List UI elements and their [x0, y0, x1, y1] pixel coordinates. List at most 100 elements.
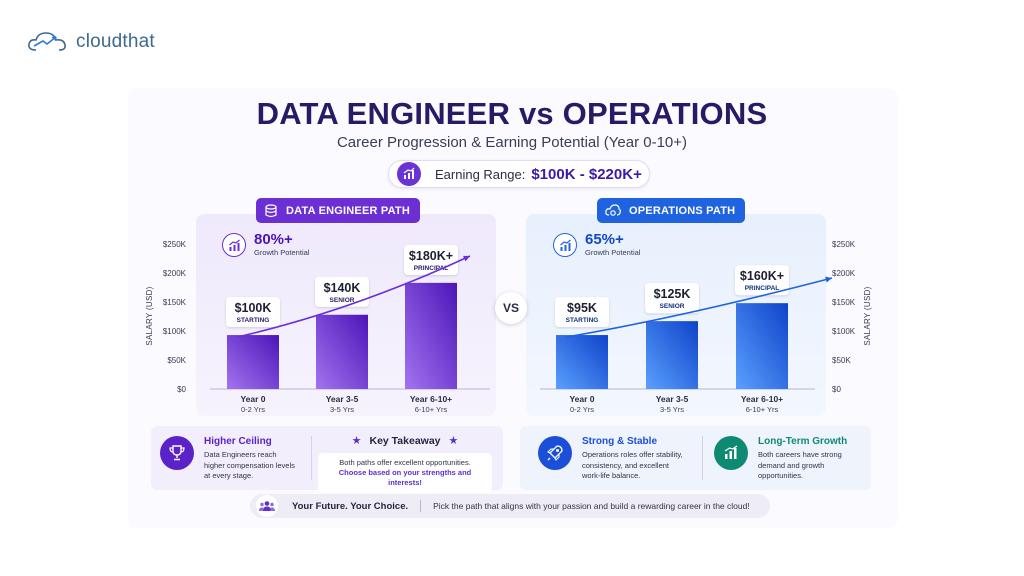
data-engineer-growth: 80%+ Growth Potential [222, 232, 309, 258]
category-sublabel: 0-2 Yrs [570, 405, 594, 414]
category-label: Year 3-5 [326, 394, 359, 404]
long-term-growth-body: Both careers have strong demand and grow… [758, 450, 847, 482]
key-takeaway-line1: Both paths offer excellent opportunities… [339, 458, 471, 467]
strong-stable-line: Operations roles offer stability, [582, 450, 683, 459]
category-sublabel: 0-2 Yrs [241, 405, 265, 414]
bar [227, 335, 279, 389]
info-panel-right [520, 426, 871, 490]
long-term-growth-line: Both careers have strong [758, 450, 842, 459]
star-icon: ★ [351, 435, 362, 447]
y-tick-label: $0 [177, 385, 186, 394]
category-sublabel: 6-10+ Yrs [415, 405, 448, 414]
y-tick-label: $50K [832, 356, 851, 365]
data-sublabel: PRINCIPAL [745, 285, 780, 292]
cloud-gear-icon [605, 203, 621, 216]
footer-message: Pick the path that aligns with your pass… [433, 501, 750, 511]
data-label: $100K [235, 301, 272, 315]
bar [556, 335, 608, 389]
operations-growth-caption: Growth Potential [585, 248, 641, 257]
higher-ceiling-line: Data Engineers reach [204, 450, 277, 459]
category-sublabel: 3-5 Yrs [330, 405, 354, 414]
operations-chart: $0 $50K $100K $150K $200K $250K SALARY (USD) $9… [540, 240, 872, 414]
data-sublabel: PRINCIPAL [414, 265, 449, 272]
page-title: DATA ENGINEER vs OPERATIONS [256, 96, 768, 131]
chart-up-icon [553, 233, 577, 257]
data-engineer-growth-caption: Growth Potential [254, 248, 310, 257]
data-label: $180K+ [409, 249, 453, 263]
category-label: Year 0 [240, 394, 265, 404]
data-label-box [226, 297, 280, 328]
long-term-growth-line: demand and growth [758, 460, 825, 470]
data-engineer-chart: $0 $50K $100K $150K $200K $250K SALARY (USD) $1… [145, 240, 490, 414]
long-term-growth-feature: Long-Term Growth Both careers have stron… [714, 436, 847, 482]
data-label: $140K [324, 281, 361, 295]
strong-stable-line: consistency, and excellent [582, 460, 669, 470]
y-tick-label: $200K [163, 269, 187, 278]
category-label: Year 6-10+ [741, 394, 783, 404]
page-subtitle: Career Progression & Earning Potential (… [336, 134, 688, 151]
chart-up-icon [714, 436, 748, 470]
data-label-box [555, 297, 609, 328]
data-sublabel: STARTING [237, 317, 270, 324]
brand-logo[interactable]: cloudthat [26, 30, 155, 54]
trend-arrow-head [463, 255, 470, 262]
info-divider [311, 436, 312, 480]
bar [646, 321, 698, 389]
y-tick-label: $200K [832, 269, 856, 278]
trophy-icon [160, 436, 194, 470]
data-engineer-path-badge: DATA ENGINEER PATH [256, 198, 420, 223]
trend-arrow [236, 255, 471, 338]
category-label: Year 0 [569, 394, 594, 404]
y-tick-label: $250K [163, 240, 187, 249]
info-divider [702, 436, 703, 480]
y-tick-label: $100K [163, 327, 187, 336]
strong-stable-line: work-life balance. [582, 471, 641, 480]
operations-growth: 65%+ Growth Potential [553, 232, 640, 258]
trend-arrow [565, 277, 833, 338]
key-takeaway-box: Both paths offer excellent opportunities… [318, 453, 492, 493]
higher-ceiling-feature: Higher Ceiling Data Engineers reach high… [160, 436, 295, 482]
people-icon [256, 495, 278, 517]
y-tick-label: $250K [832, 240, 856, 249]
bar [736, 303, 788, 389]
star-icon: ★ [448, 435, 459, 447]
footer-headline: Your Future. Your Choice. [292, 500, 409, 512]
database-icon [265, 203, 277, 217]
category-sublabel: 6-10+ Yrs [746, 405, 779, 414]
y-axis-label: SALARY (USD) [863, 286, 872, 345]
bar [405, 282, 457, 389]
brand-name: cloudthat [76, 31, 155, 52]
data-sublabel: SENIOR [330, 297, 355, 304]
cloud-icon [28, 32, 66, 51]
y-tick-label: $50K [167, 356, 186, 365]
data-label: $95K [567, 301, 597, 315]
category-label: Year 3-5 [656, 394, 689, 404]
higher-ceiling-line: higher compensation levels [204, 460, 295, 470]
y-tick-label: $150K [832, 298, 856, 307]
strong-stable-feature: Strong & Stable Operations roles offer s… [538, 436, 683, 482]
higher-ceiling-body: Data Engineers reach higher compensation… [204, 450, 295, 482]
operations-growth-value: 65%+ [585, 231, 624, 248]
y-tick-label: $100K [832, 327, 856, 336]
data-sublabel: SENIOR [660, 303, 685, 310]
long-term-growth-title: Long-Term Growth [758, 436, 848, 447]
data-label: $125K [654, 287, 691, 301]
operations-path-badge: OPERATIONS PATH [597, 198, 746, 223]
data-sublabel: STARTING [566, 317, 599, 324]
footer-banner: Your Future. Your Choice. Pick the path … [250, 494, 770, 518]
trend-arrow-head [825, 276, 832, 283]
earning-range-pill: Earning Range: $100K - $220K+ [388, 160, 650, 188]
y-axis-label: SALARY (USD) [145, 286, 154, 345]
bar [316, 314, 368, 389]
key-takeaway-line2: Choose based on your strengths and inter… [338, 468, 472, 487]
strong-stable-body: Operations roles offer stability, consis… [582, 450, 683, 482]
data-engineer-growth-value: 80%+ [254, 231, 293, 248]
strong-stable-title: Strong & Stable [582, 436, 658, 447]
earning-range-label: Earning Range: [435, 166, 526, 182]
rocket-icon [538, 436, 572, 470]
category-label: Year 6-10+ [410, 394, 452, 404]
long-term-growth-line: opportunities. [758, 471, 804, 480]
higher-ceiling-title: Higher Ceiling [204, 436, 272, 447]
